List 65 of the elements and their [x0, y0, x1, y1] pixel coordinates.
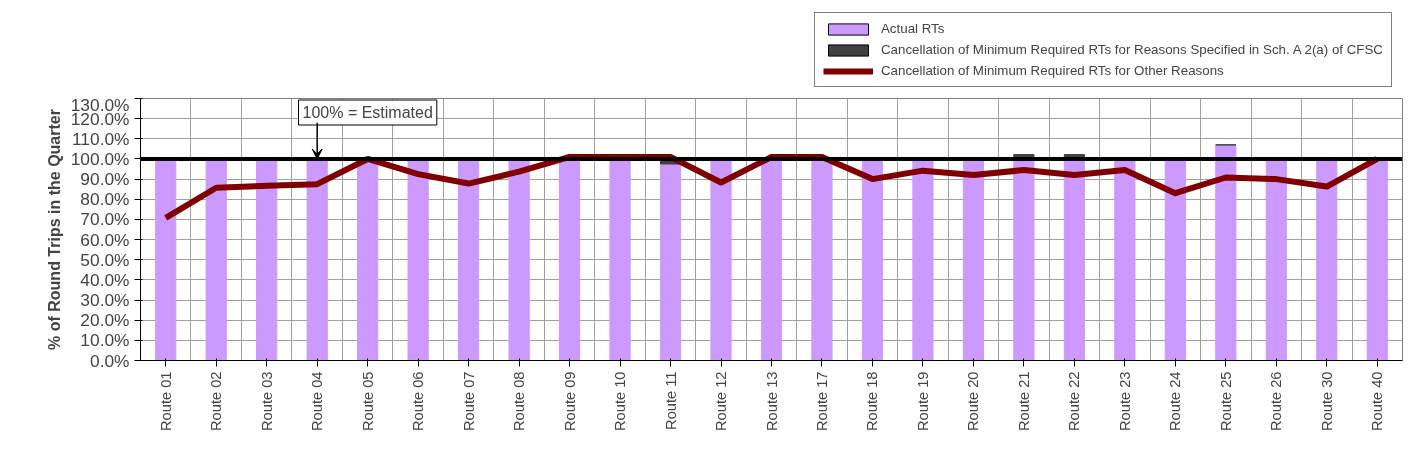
- bar: [912, 158, 934, 361]
- legend-label: Cancellation of Minimum Required RTs for Reasons Specified in Sch. A 2(a) of CFSC: [880, 42, 1383, 57]
- y-tick-label: 70.0%: [80, 209, 130, 230]
- y-tick-label: 10.0%: [80, 330, 130, 351]
- bar: [1265, 158, 1287, 361]
- annotation: 100% = Estimated: [302, 104, 433, 121]
- bar: [1114, 158, 1136, 361]
- x-tick-label: Route 04: [309, 371, 326, 431]
- x-tick-label: Route 07: [460, 371, 477, 431]
- y-tick-label: 30.0%: [80, 290, 130, 311]
- bar: [1164, 158, 1186, 361]
- bar: [760, 158, 783, 361]
- x-tick-label: Route 22: [1066, 371, 1083, 431]
- x-tick-label: Route 25: [1217, 371, 1234, 431]
- bar: [155, 158, 177, 361]
- bar: [1215, 144, 1237, 361]
- bar: [609, 158, 631, 361]
- bar: [710, 158, 732, 361]
- bar: [1063, 158, 1085, 361]
- bar: [1316, 158, 1338, 361]
- x-tick-label: Route 11: [662, 371, 679, 430]
- x-tick-label: Route 02: [208, 371, 225, 431]
- bar: [861, 158, 884, 361]
- y-tick-label: 110.0%: [72, 128, 130, 149]
- x-tick-label: Route 26: [1268, 371, 1285, 431]
- x-tick-label: Route 13: [763, 371, 780, 431]
- x-tick-label: Route 40: [1369, 371, 1386, 431]
- y-tick-label: 100.0%: [70, 148, 130, 169]
- x-tick-label: Route 24: [1167, 371, 1184, 431]
- y-tick-label: 0.0%: [90, 350, 130, 371]
- bar: [407, 158, 429, 361]
- x-tick-label: Route 30: [1318, 371, 1335, 431]
- bar: [659, 163, 682, 361]
- legend-label: Actual RTs: [880, 21, 945, 36]
- x-tick-label: Route 18: [864, 371, 881, 431]
- y-tick-label: 50.0%: [80, 249, 130, 270]
- bar: [558, 158, 581, 361]
- bar: [205, 158, 227, 361]
- bar: [256, 158, 278, 361]
- bar: [508, 158, 530, 361]
- y-axis-title: % of Round Trips in the Quarter: [45, 109, 63, 350]
- y-tick-label: 80.0%: [80, 189, 130, 210]
- x-tick-label: Route 03: [258, 371, 275, 431]
- y-tick-label: 40.0%: [80, 269, 130, 290]
- y-tick-label: 60.0%: [80, 229, 130, 250]
- x-tick-label: Route 12: [713, 371, 730, 431]
- x-tick-label: Route 08: [511, 371, 528, 431]
- bar: [811, 158, 833, 361]
- bar: [962, 158, 985, 361]
- x-tick-label: Route 01: [157, 371, 174, 431]
- x-tick-label: Route 05: [359, 371, 376, 431]
- bar: [1366, 158, 1388, 361]
- y-tick-label: 20.0%: [80, 310, 130, 331]
- legend-label: Cancellation of Minimum Required RTs for Other Reasons: [880, 63, 1224, 78]
- x-tick-label: Route 23: [1116, 371, 1133, 431]
- x-tick-label: Route 21: [1015, 371, 1032, 431]
- bar: [458, 158, 480, 361]
- x-tick-label: Route 19: [914, 371, 931, 431]
- x-tick-label: Route 20: [965, 371, 982, 431]
- y-tick-label: 90.0%: [80, 169, 130, 190]
- bar: [1013, 158, 1035, 361]
- x-tick-label: Route 09: [561, 371, 578, 431]
- x-tick-label: Route 06: [410, 371, 427, 431]
- x-tick-label: Route 10: [612, 371, 629, 431]
- x-tick-label: Route 17: [813, 371, 830, 431]
